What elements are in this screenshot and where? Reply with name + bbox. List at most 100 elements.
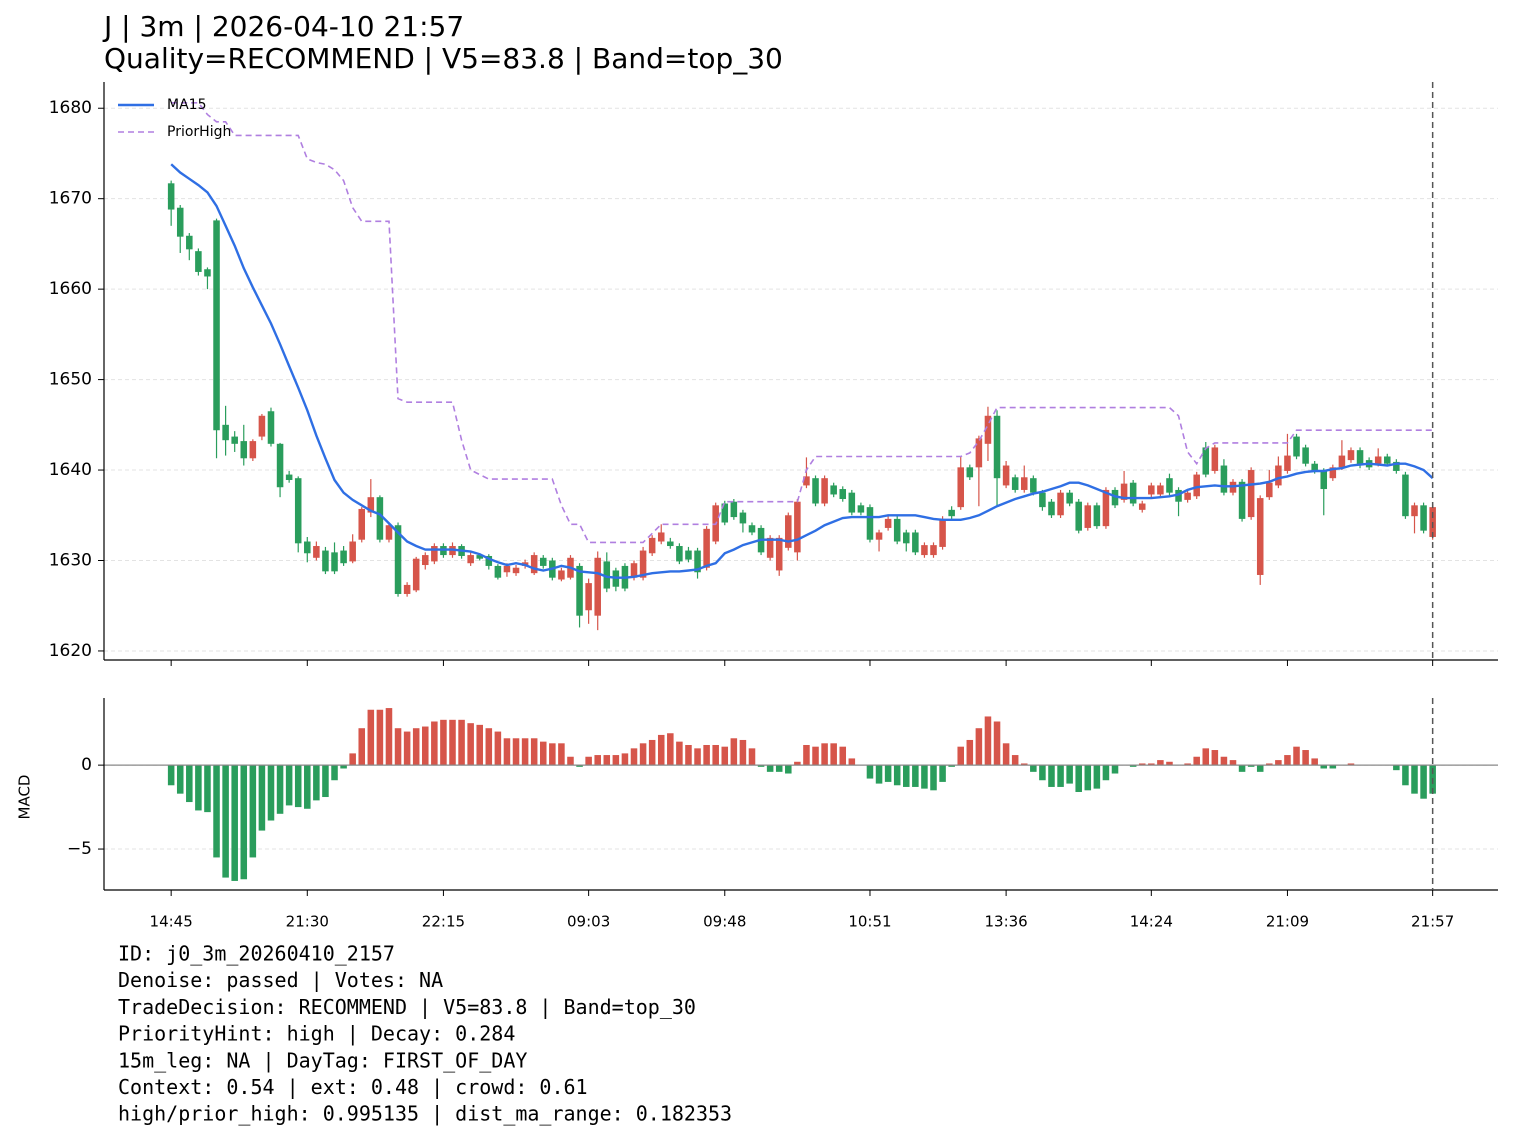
macd-bar xyxy=(1329,765,1337,769)
candle-body xyxy=(1148,485,1155,495)
macd-bar xyxy=(1057,765,1064,787)
candle-body xyxy=(485,555,493,566)
macd-bar xyxy=(730,738,738,766)
candle-body xyxy=(503,565,511,573)
macd-bar xyxy=(975,728,983,766)
y-tick-label: 0 xyxy=(81,755,92,775)
macd-bar xyxy=(785,765,792,774)
candle-body xyxy=(1066,492,1073,504)
candle-body xyxy=(1374,456,1382,464)
info-line: ID: j0_3m_20260410_2157 xyxy=(118,942,395,966)
candle-body xyxy=(1356,450,1364,466)
candle-body xyxy=(367,497,375,513)
macd-bar xyxy=(1311,758,1318,766)
candle-body xyxy=(539,557,547,566)
macd-bar xyxy=(821,743,828,766)
macd-bar xyxy=(558,743,565,766)
candle-body xyxy=(1175,489,1182,502)
candle-body xyxy=(267,411,275,444)
macd-bar xyxy=(1275,760,1282,766)
candle-body xyxy=(204,269,211,277)
info-line: 15m_leg: NA | DayTag: FIRST_OF_DAY xyxy=(118,1048,527,1072)
macd-bar xyxy=(621,753,629,766)
candle-body xyxy=(285,474,293,480)
candle-body xyxy=(1002,465,1010,486)
candle-body xyxy=(494,565,502,578)
x-tick-label: 13:36 xyxy=(984,913,1027,931)
macd-bar xyxy=(1202,748,1210,766)
macd-bar xyxy=(222,765,229,878)
macd-bar xyxy=(249,765,257,858)
candle-body xyxy=(476,555,483,559)
candle-body xyxy=(921,545,928,556)
macd-bar xyxy=(703,744,710,766)
candle-body xyxy=(812,478,819,504)
chart-title: J | 3m | 2026-04-10 21:57 xyxy=(102,10,464,43)
x-tick-label: 21:57 xyxy=(1411,913,1454,931)
candle-body xyxy=(530,555,538,574)
macd-bar xyxy=(594,755,601,766)
macd-bar xyxy=(240,765,248,880)
macd-bar xyxy=(757,765,765,767)
macd-bar xyxy=(304,765,311,809)
candle-body xyxy=(431,546,438,562)
macd-bar xyxy=(1420,765,1427,799)
macd-bar xyxy=(1184,763,1191,766)
macd-bar xyxy=(930,765,937,791)
y-tick-label: 1650 xyxy=(49,370,92,390)
candle-body xyxy=(1338,455,1346,468)
macd-bar xyxy=(921,765,928,789)
candle-body xyxy=(422,555,429,566)
macd-bar xyxy=(385,708,393,766)
macd-bar xyxy=(1211,750,1219,766)
macd-bar xyxy=(694,748,701,766)
candle-body xyxy=(1202,447,1210,475)
candle-body xyxy=(512,567,520,574)
chart-subtitle: Quality=RECOMMEND | V5=83.8 | Band=top_3… xyxy=(104,42,783,75)
macd-bar xyxy=(1138,763,1146,766)
macd-bar xyxy=(830,743,837,766)
series-line xyxy=(170,163,1434,579)
legend-label: PriorHigh xyxy=(167,124,231,140)
candle-body xyxy=(694,550,701,573)
candle-body xyxy=(893,518,901,542)
candle-body xyxy=(585,583,592,611)
macd-bar xyxy=(984,716,992,766)
candle-body xyxy=(648,537,656,554)
candle-body xyxy=(676,546,683,562)
y-tick-label: −5 xyxy=(67,839,92,859)
y-axis-label: MACD xyxy=(16,775,34,820)
macd-bar xyxy=(485,728,493,766)
candle-body xyxy=(467,555,474,564)
macd-bar xyxy=(549,743,556,766)
macd-bar xyxy=(1284,755,1291,766)
candle-body xyxy=(766,537,774,558)
macd-bar xyxy=(521,738,529,766)
candle-body xyxy=(1120,483,1128,500)
macd-bar xyxy=(167,765,175,786)
candle-body xyxy=(1111,489,1119,506)
macd-bar xyxy=(1302,750,1309,766)
x-tick-label: 14:24 xyxy=(1130,913,1173,931)
macd-bar xyxy=(875,765,883,784)
macd-bar xyxy=(712,744,719,766)
macd-bar xyxy=(458,719,465,766)
macd-bar xyxy=(1402,765,1409,786)
macd-bar xyxy=(476,724,483,766)
macd-bar xyxy=(667,733,674,766)
y-tick-label: 1630 xyxy=(49,551,92,571)
macd-bar xyxy=(331,765,338,781)
macd-bar xyxy=(422,726,429,766)
candle-body xyxy=(848,492,856,513)
macd-bar xyxy=(612,755,620,766)
x-tick-label: 10:51 xyxy=(848,913,891,931)
macd-bar xyxy=(866,765,874,779)
macd-bar xyxy=(186,765,193,803)
candle-body xyxy=(1320,470,1328,490)
candle-body xyxy=(775,537,783,571)
macd-bar xyxy=(1347,763,1355,766)
candle-body xyxy=(1030,478,1037,493)
candle-body xyxy=(213,220,220,431)
candle-body xyxy=(667,541,674,547)
macd-bar xyxy=(1093,765,1101,789)
